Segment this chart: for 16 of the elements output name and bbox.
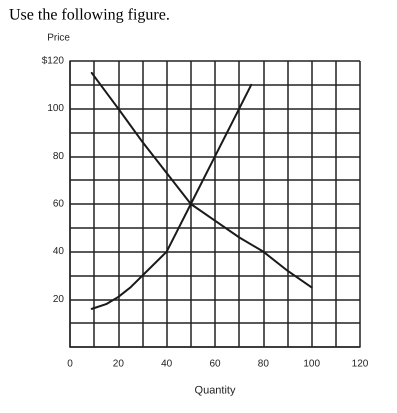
x-axis-title: Quantity <box>194 384 236 396</box>
x-tick-label: 60 <box>209 358 221 370</box>
chart-title: Use the following figure. <box>9 6 170 24</box>
x-tick-label: 80 <box>258 358 270 370</box>
y-tick-label: 100 <box>47 103 64 114</box>
y-tick-label: 60 <box>52 198 64 210</box>
y-axis-title: Price <box>47 32 70 44</box>
x-tick-label: 20 <box>112 358 124 370</box>
y-tick-label: 40 <box>52 246 64 258</box>
y-tick-label: 80 <box>52 150 64 162</box>
y-tick-label: 20 <box>52 294 64 305</box>
x-tick-label: 100 <box>303 358 320 370</box>
y-tick-label: $120 <box>42 56 64 66</box>
x-tick-label: 40 <box>161 358 173 370</box>
x-tick-label: 120 <box>352 358 369 370</box>
x-tick-label: 0 <box>67 358 74 370</box>
